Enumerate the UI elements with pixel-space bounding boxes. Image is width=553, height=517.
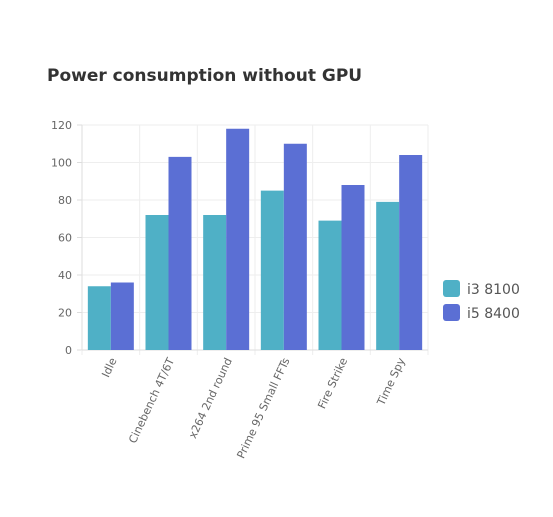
x-tick-label: Cinebench 4T/6T <box>126 356 177 446</box>
x-tick-label: Time Spy <box>374 355 408 408</box>
bar <box>341 185 365 350</box>
x-tick-label: Fire Strike <box>315 356 350 411</box>
legend-label: i5 8400 <box>467 306 520 322</box>
y-tick-label: 100 <box>51 157 72 170</box>
bar <box>110 282 134 350</box>
y-tick-label: 60 <box>58 232 72 245</box>
chart-title: Power consumption without GPU <box>47 66 363 86</box>
bar <box>283 143 307 350</box>
legend-swatch <box>443 280 460 297</box>
x-tick-label: Prime 95 Small FFTs <box>234 356 292 461</box>
legend-label: i3 8100 <box>467 282 520 298</box>
bar <box>145 215 169 350</box>
bar <box>260 190 284 350</box>
bar <box>376 201 400 350</box>
x-tick-label: Idle <box>99 356 119 380</box>
y-tick-label: 0 <box>65 344 72 357</box>
y-tick-label: 20 <box>58 307 72 320</box>
x-tick-label: x264 2nd round <box>186 356 235 441</box>
legend-swatch <box>443 304 460 321</box>
bar <box>87 286 111 350</box>
bar <box>203 215 227 350</box>
y-tick-label: 120 <box>51 119 72 132</box>
y-tick-label: 80 <box>58 194 72 207</box>
bar <box>226 128 250 350</box>
bar <box>318 220 342 350</box>
bar <box>168 156 192 350</box>
bar <box>399 155 423 350</box>
y-tick-label: 40 <box>58 269 72 282</box>
